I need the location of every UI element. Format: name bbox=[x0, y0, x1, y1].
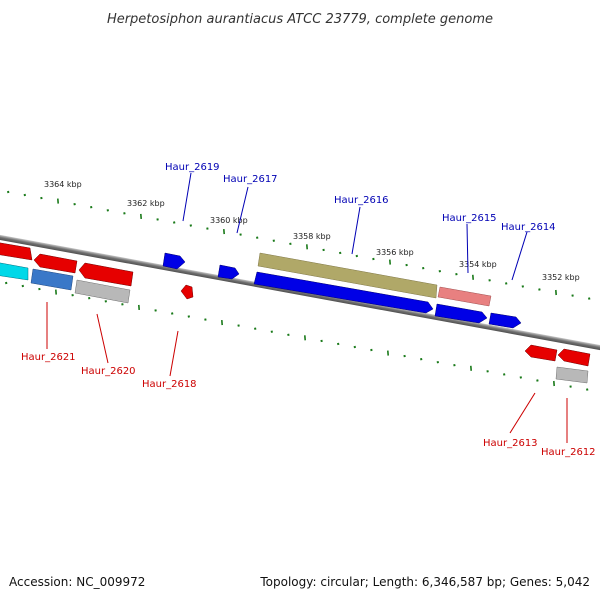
gene-haur-2621-steel[interactable] bbox=[30, 268, 74, 291]
gene-haur-2614[interactable] bbox=[488, 312, 522, 329]
leader-haur-2614 bbox=[511, 231, 528, 281]
gene-haur-2612[interactable] bbox=[557, 348, 591, 367]
gene-haur-2618[interactable] bbox=[180, 284, 194, 300]
leader-haur-2618 bbox=[169, 330, 179, 377]
accession-text: Accession: NC_009972 bbox=[9, 575, 145, 589]
label-haur-2621[interactable]: Haur_2621 bbox=[21, 352, 76, 363]
gene-red-far-left[interactable] bbox=[0, 242, 33, 261]
leader-haur-2620 bbox=[96, 313, 109, 364]
genome-title: Herpetosiphon aurantiacus ATCC 23779, co… bbox=[107, 12, 493, 27]
kbp-label-3364: 3364 kbp bbox=[44, 180, 82, 189]
gene-haur-2619[interactable] bbox=[162, 252, 186, 270]
upper-leader-lines bbox=[182, 172, 528, 281]
leader-haur-2615 bbox=[466, 223, 469, 274]
genome-backbone bbox=[0, 232, 600, 353]
leader-haur-2613 bbox=[509, 392, 536, 434]
kbp-label-3362: 3362 kbp bbox=[127, 199, 165, 208]
kbp-label-3356: 3356 kbp bbox=[376, 248, 414, 257]
gene-haur-2615-blue[interactable] bbox=[434, 303, 488, 324]
leader-haur-2616 bbox=[351, 206, 361, 255]
label-haur-2618[interactable]: Haur_2618 bbox=[142, 379, 197, 390]
gene-haur-2613[interactable] bbox=[524, 344, 558, 362]
gene-haur-2616[interactable] bbox=[257, 252, 438, 299]
gene-haur-2620-gray[interactable] bbox=[74, 279, 131, 304]
label-haur-2614[interactable]: Haur_2614 bbox=[501, 222, 556, 233]
gene-haur-2616-blue[interactable] bbox=[253, 271, 434, 314]
label-haur-2619[interactable]: Haur_2619 bbox=[165, 162, 220, 173]
forward-strand-genes bbox=[162, 252, 522, 329]
gene-haur-2612-gray[interactable] bbox=[555, 366, 589, 384]
label-haur-2613[interactable]: Haur_2613 bbox=[483, 438, 538, 449]
genome-summary-text: Topology: circular; Length: 6,346,587 bp… bbox=[259, 575, 590, 589]
lower-ruler bbox=[5, 281, 589, 391]
label-haur-2616[interactable]: Haur_2616 bbox=[334, 195, 389, 206]
gene-cyan-left[interactable] bbox=[0, 262, 29, 281]
label-haur-2612[interactable]: Haur_2612 bbox=[541, 447, 596, 458]
gene-haur-2620[interactable] bbox=[78, 262, 134, 287]
kbp-label-3352: 3352 kbp bbox=[542, 273, 580, 282]
kbp-label-3360: 3360 kbp bbox=[210, 216, 248, 225]
gene-haur-2621[interactable] bbox=[33, 253, 78, 274]
label-haur-2615[interactable]: Haur_2615 bbox=[442, 213, 497, 224]
label-haur-2620[interactable]: Haur_2620 bbox=[81, 366, 136, 377]
leader-haur-2619 bbox=[182, 172, 192, 222]
label-haur-2617[interactable]: Haur_2617 bbox=[223, 174, 278, 185]
gene-haur-2617[interactable] bbox=[217, 264, 240, 280]
leader-haur-2617 bbox=[236, 186, 249, 234]
gene-haur-2615[interactable] bbox=[437, 286, 492, 307]
lower-leader-lines bbox=[46, 302, 568, 443]
kbp-label-3354: 3354 kbp bbox=[459, 260, 497, 269]
kbp-label-3358: 3358 kbp bbox=[293, 232, 331, 241]
upper-ruler bbox=[7, 190, 591, 300]
reverse-strand-genes bbox=[0, 242, 591, 384]
